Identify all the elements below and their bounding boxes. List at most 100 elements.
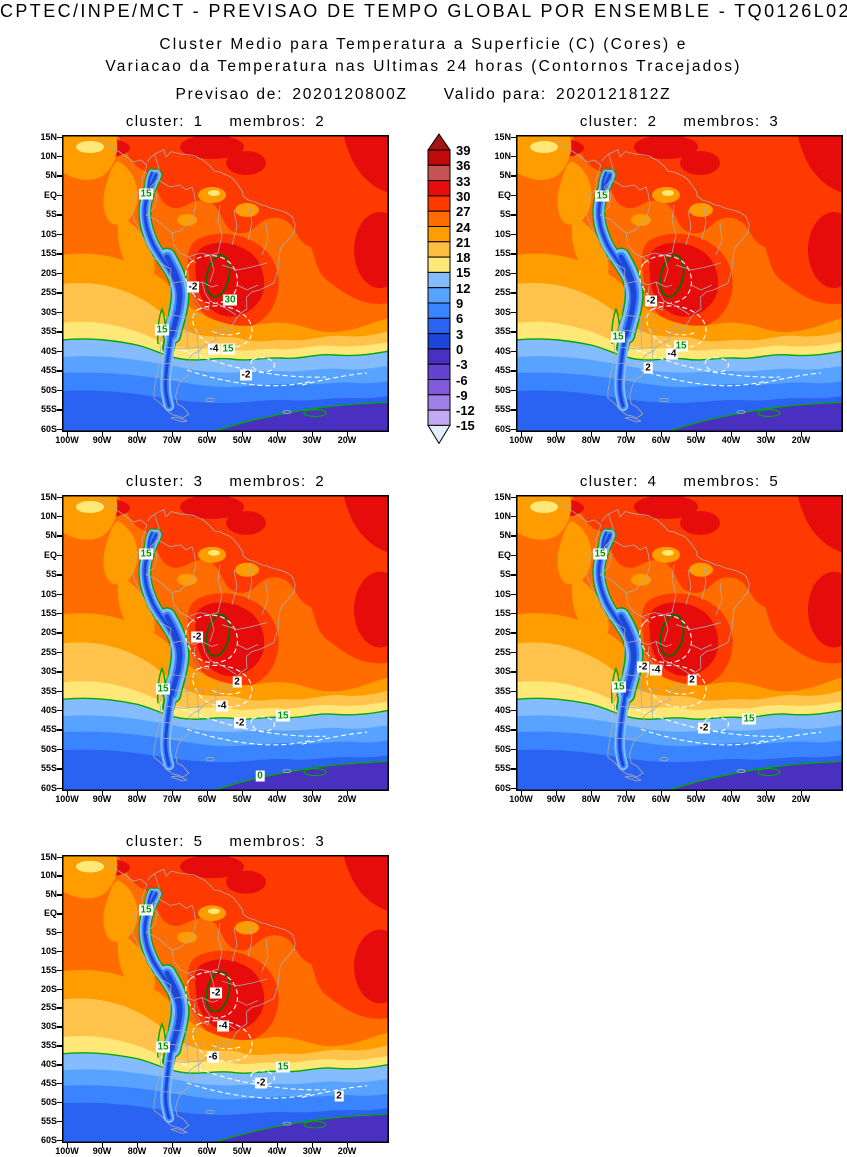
lon-tick-label: 40W	[267, 435, 287, 445]
contour-label: -4	[650, 664, 662, 676]
panel-title: cluster: 5 membros: 3	[62, 833, 389, 850]
contour-label: 15	[138, 548, 154, 560]
lat-tick-mark	[57, 1045, 62, 1047]
lon-tick-mark	[136, 791, 138, 796]
lon-tick-mark	[136, 432, 138, 437]
membros-number: 2	[315, 473, 326, 490]
lat-tick-mark	[57, 233, 62, 236]
lat-tick-mark	[57, 1026, 62, 1028]
lon-tick-label: 20W	[337, 435, 357, 445]
lon-tick-mark	[276, 1143, 278, 1148]
lat-tick-mark	[57, 350, 62, 353]
lat-tick-label: 45S	[494, 724, 511, 735]
contour-label: 0	[255, 770, 265, 782]
lat-tick-mark	[57, 729, 62, 731]
contour-label: 15	[155, 1041, 171, 1053]
map-panel-cluster-3: cluster: 3 membros: 2 15N 10N 5N EQ 5S 10S 15S 20S 2…	[40, 473, 389, 804]
lon-tick-label: 50W	[232, 1146, 252, 1156]
lat-tick-label: 5S	[499, 569, 511, 580]
south-america-map	[62, 135, 389, 432]
colorbar-segment	[427, 241, 451, 258]
lon-tick-mark	[206, 791, 208, 796]
lat-tick-mark	[511, 292, 516, 294]
valid-label: Valido para:	[443, 86, 547, 103]
lon-tick-label: 30W	[756, 794, 776, 804]
map-panel-cluster-5: cluster: 5 membros: 3 15N 10N 5N EQ 5S 10S 15S 20S 2…	[40, 833, 389, 1156]
colorbar-tick-label: 24	[456, 219, 471, 235]
lat-tick-mark	[57, 496, 62, 498]
contour-label: -2	[234, 717, 246, 729]
lat-tick-mark	[57, 515, 62, 518]
lon-tick-label: 80W	[127, 1146, 147, 1156]
lon-tick-label: 100W	[509, 435, 533, 445]
lat-tick-label: 15S	[40, 607, 57, 618]
contour-label: 15	[220, 343, 236, 355]
lat-tick-mark	[511, 428, 516, 430]
contour-label: 15	[610, 331, 626, 343]
lat-tick-mark	[57, 1120, 62, 1123]
lon-tick-mark	[101, 1143, 103, 1148]
south-america-map	[62, 495, 389, 791]
contour-label: 2	[232, 676, 242, 688]
lat-tick-label: 15S	[40, 248, 57, 259]
lat-tick-mark	[57, 913, 62, 915]
colorbar-scale	[427, 133, 451, 445]
lat-tick-mark	[57, 574, 62, 576]
contour-label: 15	[138, 904, 154, 916]
lon-tick-mark	[136, 1143, 138, 1148]
lon-tick-label: 100W	[55, 435, 79, 445]
map-panel-cluster-4: cluster: 4 membros: 5 15N 10N 5N EQ 5S 10S 15S 20S 2…	[494, 473, 843, 804]
colorbar-tick-label: 15	[456, 265, 471, 281]
membros-label: membros:	[683, 113, 761, 130]
lat-tick-label: 60S	[40, 1134, 57, 1145]
lon-tick-mark	[730, 432, 732, 437]
lat-tick-mark	[57, 253, 62, 255]
colorbar-tick-label: 6	[456, 311, 464, 327]
contour-label: -2	[645, 295, 657, 307]
cluster-number: 5	[193, 833, 204, 850]
lat-tick-label: 60S	[40, 782, 57, 793]
subtitle-line-2: Variacao da Temperatura nas Ultimas 24 h…	[105, 58, 742, 75]
colorbar-segment	[427, 256, 451, 273]
lat-tick-mark	[57, 194, 62, 197]
lat-tick-mark	[57, 389, 62, 392]
lon-tick-label: 20W	[337, 1146, 357, 1156]
lon-tick-mark	[346, 432, 348, 437]
lat-tick-mark	[511, 194, 516, 197]
lat-tick-mark	[57, 748, 62, 751]
colorbar-segment	[427, 363, 451, 380]
south-america-map	[516, 135, 843, 432]
lon-tick-label: 70W	[616, 435, 636, 445]
panel-title: cluster: 3 membros: 2	[62, 473, 389, 490]
lat-tick-mark	[57, 331, 62, 333]
lat-tick-mark	[57, 311, 62, 314]
lat-tick-label: 20S	[40, 983, 57, 994]
lat-tick-mark	[57, 409, 62, 411]
contour-label: -2	[191, 631, 203, 643]
lat-tick-label: 10S	[40, 945, 57, 956]
lon-tick-mark	[311, 791, 313, 796]
lat-tick-label: 30S	[40, 1021, 57, 1032]
lon-tick-label: 60W	[197, 435, 217, 445]
contour-label: -2	[698, 722, 710, 734]
lat-tick-mark	[511, 311, 516, 314]
lon-tick-label: 50W	[232, 435, 252, 445]
lat-tick-mark	[57, 612, 62, 615]
lat-tick-label: 15N	[40, 131, 57, 142]
colorbar-segment	[427, 379, 451, 396]
lat-tick-label: EQ	[43, 549, 57, 560]
lat-tick-label: 10S	[40, 228, 57, 239]
colorbar-arrow-down-icon	[427, 424, 451, 445]
lat-tick-label: 15N	[40, 851, 57, 862]
lon-tick-label: 90W	[92, 435, 112, 445]
lat-tick-mark	[57, 155, 62, 158]
lat-tick-label: 10N	[494, 150, 511, 161]
colorbar-tick-label: -12	[456, 403, 475, 419]
lat-tick-mark	[511, 496, 516, 498]
lat-tick-label: 10S	[494, 228, 511, 239]
lat-tick-label: 30S	[494, 306, 511, 317]
lon-tick-mark	[590, 791, 592, 796]
lat-tick-label: 50S	[40, 743, 57, 754]
lat-tick-label: 45S	[494, 365, 511, 376]
lon-tick-label: 30W	[756, 435, 776, 445]
